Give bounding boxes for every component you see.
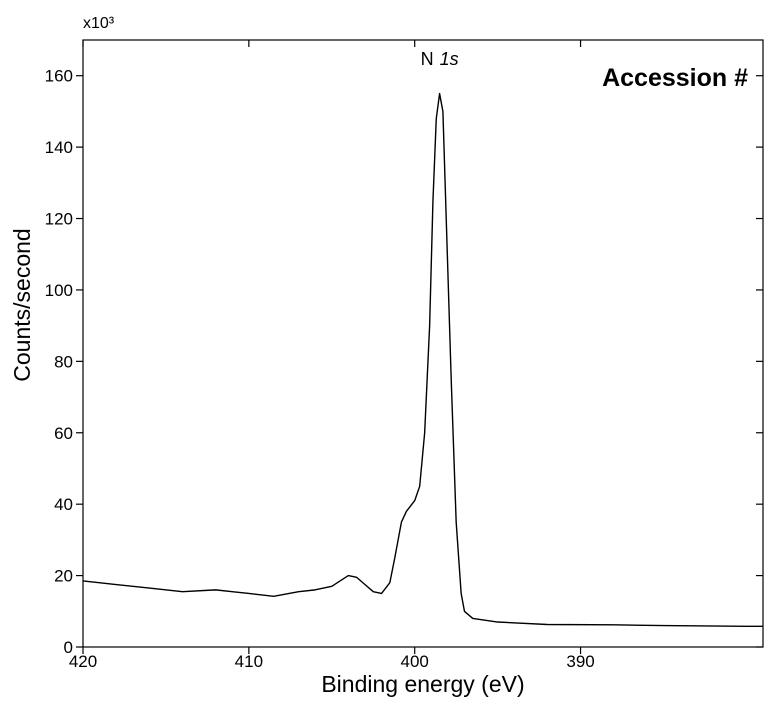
y-tick-label: 0: [64, 638, 73, 657]
y-axis-title: Counts/second: [9, 228, 35, 381]
x-tick-label: 400: [401, 652, 429, 671]
peak-label-part: 1s: [440, 49, 459, 69]
spectrum-line: [82, 92, 763, 627]
y-tick-label: 20: [54, 567, 73, 586]
y-multiplier: x10³: [83, 15, 115, 32]
y-tick-label: 80: [54, 352, 73, 371]
y-tick-label: 40: [54, 495, 73, 514]
x-tick-label: 390: [566, 652, 594, 671]
badge: Accession #: [602, 64, 748, 92]
y-tick-label: 160: [45, 67, 73, 86]
x-axis-title: Binding energy (eV): [321, 671, 524, 697]
y-tick-label: 140: [45, 138, 73, 157]
peak-label: N 1s: [421, 49, 459, 69]
x-tick-label: 410: [235, 652, 263, 671]
x-tick-label: 420: [69, 652, 97, 671]
plot-frame: [82, 39, 764, 648]
y-tick-label: 60: [54, 424, 73, 443]
y-tick-label: 100: [45, 281, 73, 300]
peak-label-part: N: [421, 49, 434, 69]
y-tick-label: 120: [45, 210, 73, 229]
